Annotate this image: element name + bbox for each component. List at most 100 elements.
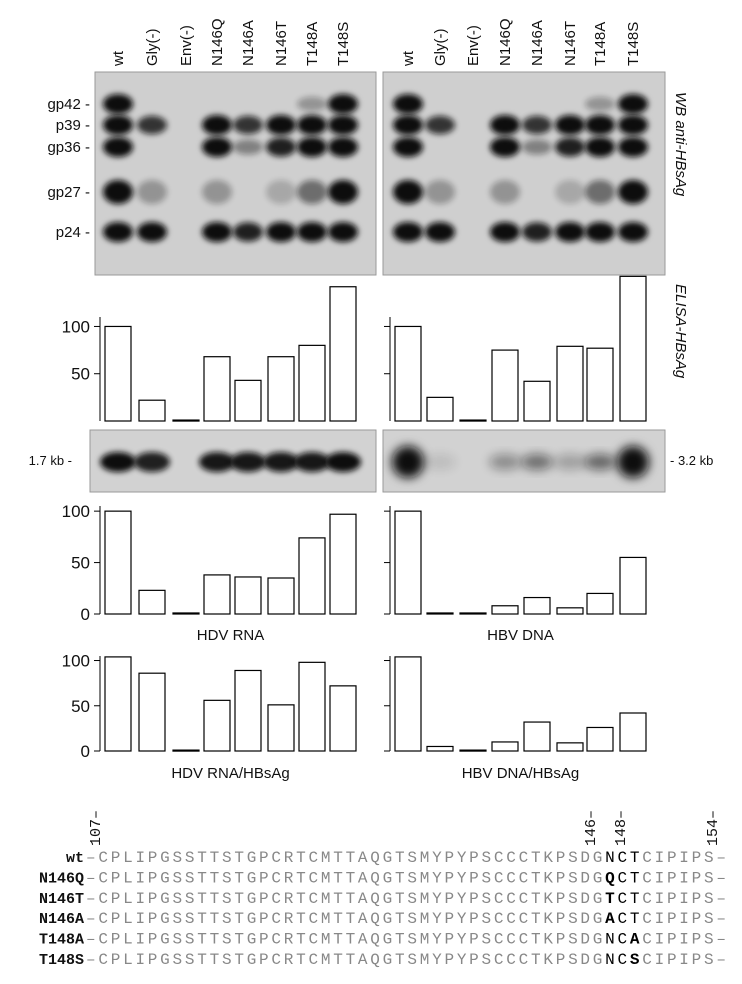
- marker-label: gp42 -: [47, 96, 90, 113]
- bar: [203, 574, 231, 615]
- bar: [523, 596, 551, 615]
- band: [100, 452, 136, 472]
- band: [230, 452, 266, 472]
- bar: [329, 513, 357, 615]
- bar: [234, 669, 262, 752]
- sequence-segment: T: [605, 890, 615, 908]
- band: [521, 454, 553, 470]
- marker-label: p39 -: [56, 117, 90, 134]
- y-tick-label: 100: [62, 652, 90, 671]
- bar: [426, 745, 454, 752]
- band: [199, 452, 235, 472]
- lane-label: Gly(-): [144, 29, 161, 67]
- band: [202, 180, 232, 204]
- sequence-segment: NC: [605, 951, 627, 969]
- band: [202, 222, 232, 242]
- band: [297, 115, 327, 135]
- band: [297, 222, 327, 242]
- band: [618, 94, 648, 114]
- sequence-segment: Q: [605, 869, 615, 887]
- band: [233, 115, 263, 135]
- position-label: 148–: [613, 810, 630, 846]
- bar: [523, 380, 551, 422]
- band: [424, 454, 456, 470]
- band: [585, 96, 615, 112]
- sequence-segment: CIPIPS–: [642, 890, 726, 908]
- sequence-segment: CT: [618, 910, 640, 928]
- y-tick-label: 0: [81, 742, 90, 761]
- band: [263, 452, 299, 472]
- sequence-segment: –CPLIPGSSTTSTGPCRTCMTTAQGTSMYPYPSCCCTKPS…: [86, 849, 602, 867]
- sequence-segment: CIPIPS–: [642, 849, 726, 867]
- bar: [394, 325, 422, 422]
- band: [618, 180, 648, 204]
- bar: [138, 589, 166, 615]
- y-tick-label: 0: [81, 605, 90, 624]
- lane-label: T148A: [592, 22, 609, 66]
- band: [103, 137, 133, 157]
- bar: [267, 577, 295, 615]
- band: [490, 137, 520, 157]
- sequence-segment: NC: [605, 931, 627, 949]
- sequence-segment: A: [630, 931, 640, 949]
- band: [266, 222, 296, 242]
- bar: [586, 347, 614, 422]
- sequence: –CPLIPGSSTTSTGPCRTCMTTAQGTSMYPYPSCCCTKPS…: [86, 890, 726, 908]
- row-name: T148S: [39, 952, 84, 969]
- bar: [329, 685, 357, 752]
- lane-label: T148S: [625, 22, 642, 66]
- bar: [459, 749, 487, 752]
- bar: [394, 656, 422, 752]
- chart-title: HDV RNA: [197, 627, 265, 644]
- sequence-segment: A: [605, 910, 615, 928]
- row-name: wt: [66, 850, 84, 867]
- bar: [267, 704, 295, 752]
- band: [554, 454, 586, 470]
- band: [425, 115, 455, 135]
- bar: [426, 396, 454, 422]
- row-name: N146T: [39, 891, 84, 908]
- sequence-segment: S: [630, 951, 640, 969]
- marker-label: gp36 -: [47, 139, 90, 156]
- band: [617, 446, 649, 478]
- bar: [104, 325, 132, 422]
- band: [618, 137, 648, 157]
- bar: [298, 537, 326, 615]
- band: [618, 115, 648, 135]
- sequence-segment: –CPLIPGSSTTSTGPCRTCMTTAQGTSMYPYPSCCCTKPS…: [86, 951, 602, 969]
- band: [103, 115, 133, 135]
- band: [103, 180, 133, 204]
- lane-label: Env(-): [465, 25, 482, 66]
- y-tick-label: 50: [71, 365, 90, 384]
- band: [137, 115, 167, 135]
- lane-label: N146Q: [209, 18, 226, 66]
- bar: [104, 510, 132, 615]
- y-tick-label: 50: [71, 554, 90, 573]
- band: [393, 180, 423, 204]
- elisa-label: ELISA-HBsAg: [672, 284, 689, 379]
- band: [137, 180, 167, 204]
- bar: [104, 656, 132, 752]
- sequence: –CPLIPGSSTTSTGPCRTCMTTAQGTSMYPYPSCCCTKPS…: [86, 931, 726, 949]
- band: [328, 222, 358, 242]
- bar: [298, 661, 326, 752]
- band: [393, 222, 423, 242]
- position-label: 154–: [705, 810, 722, 846]
- sequence-segment: CIPIPS–: [642, 869, 726, 887]
- band: [328, 137, 358, 157]
- bar: [298, 344, 326, 422]
- sequence-segment: –CPLIPGSSTTSTGPCRTCMTTAQGTSMYPYPSCCCTKPS…: [86, 869, 602, 887]
- band: [393, 137, 423, 157]
- row-name: N146A: [39, 911, 84, 928]
- band: [585, 137, 615, 157]
- sequence: –CPLIPGSSTTSTGPCRTCMTTAQGTSMYPYPSCCCTKPS…: [86, 951, 726, 969]
- bar: [138, 672, 166, 752]
- bar: [234, 379, 262, 422]
- y-tick-label: 100: [62, 317, 90, 336]
- sequence-segment: CIPIPS–: [642, 951, 726, 969]
- bar: [491, 349, 519, 422]
- band: [202, 115, 232, 135]
- band: [522, 222, 552, 242]
- sequence: –CPLIPGSSTTSTGPCRTCMTTAQGTSMYPYPSCCCTKPS…: [86, 869, 726, 887]
